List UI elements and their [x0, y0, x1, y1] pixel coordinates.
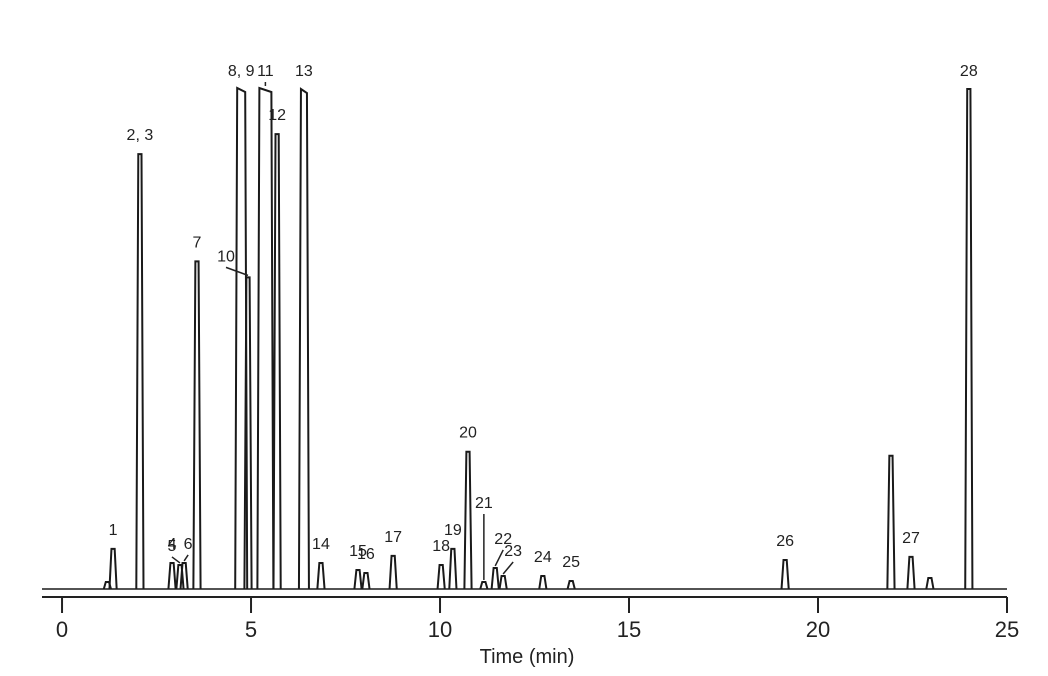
- leader: [225, 266, 249, 277]
- peak: [135, 153, 145, 590]
- peak: [297, 87, 310, 590]
- peak-label: 20: [459, 425, 477, 442]
- peak-label: 8, 9: [228, 63, 255, 80]
- peak: [167, 561, 177, 590]
- peak: [566, 579, 576, 590]
- peak: [490, 566, 500, 590]
- x-tick-label: 5: [245, 617, 257, 642]
- peak: [361, 571, 371, 590]
- peak: [463, 450, 473, 590]
- peak: [108, 547, 118, 590]
- leader: [171, 556, 181, 564]
- peak: [256, 86, 275, 590]
- peak-label: 23: [504, 543, 522, 560]
- x-tick-label: 20: [806, 617, 830, 642]
- peak: [886, 454, 896, 590]
- peak-label: 1: [109, 522, 118, 539]
- peak-label: 22: [494, 531, 512, 548]
- x-tick-label: 25: [995, 617, 1019, 642]
- peak-label: 13: [295, 63, 313, 80]
- peak-label: 4: [168, 536, 177, 553]
- peak-label: 11: [257, 63, 274, 80]
- peak-label: 19: [444, 522, 462, 539]
- peak-label: 24: [534, 549, 552, 566]
- peak: [448, 547, 458, 590]
- peak: [388, 554, 398, 590]
- peak-label: 10: [217, 248, 235, 265]
- x-tick-label: 0: [56, 617, 68, 642]
- peak-label: 28: [960, 63, 978, 80]
- peak: [436, 563, 446, 590]
- peak-label: 25: [562, 554, 580, 571]
- x-tick-label: 15: [617, 617, 641, 642]
- leader: [494, 549, 504, 567]
- peak: [243, 276, 253, 590]
- peak: [906, 555, 916, 590]
- leader: [183, 554, 189, 562]
- peak: [498, 574, 508, 590]
- peak-label: 17: [384, 529, 402, 546]
- peak: [538, 574, 548, 590]
- peak-label: 5: [168, 538, 177, 555]
- peak-label: 18: [432, 538, 450, 555]
- peak: [964, 88, 974, 590]
- peak: [780, 558, 790, 590]
- x-tick-label: 10: [428, 617, 452, 642]
- peak-label: 27: [902, 530, 920, 547]
- peak-label: 16: [357, 546, 375, 563]
- peak: [316, 561, 326, 590]
- leader: [502, 561, 514, 575]
- x-axis-label: Time (min): [480, 646, 575, 668]
- peak: [479, 580, 489, 590]
- peak-label: 12: [268, 107, 286, 124]
- peak-label: 7: [193, 234, 202, 251]
- peak-label: 6: [184, 536, 193, 553]
- peak: [925, 576, 935, 590]
- peak: [272, 133, 282, 590]
- peak-label: 21: [475, 495, 493, 512]
- peak-label: 14: [312, 536, 330, 553]
- peak-label: 2, 3: [127, 127, 154, 144]
- peak: [179, 561, 189, 590]
- peak: [353, 568, 363, 590]
- peak: [175, 563, 185, 590]
- peak: [192, 260, 202, 590]
- peak-label: 15: [349, 543, 367, 560]
- peak-label: 26: [776, 533, 794, 550]
